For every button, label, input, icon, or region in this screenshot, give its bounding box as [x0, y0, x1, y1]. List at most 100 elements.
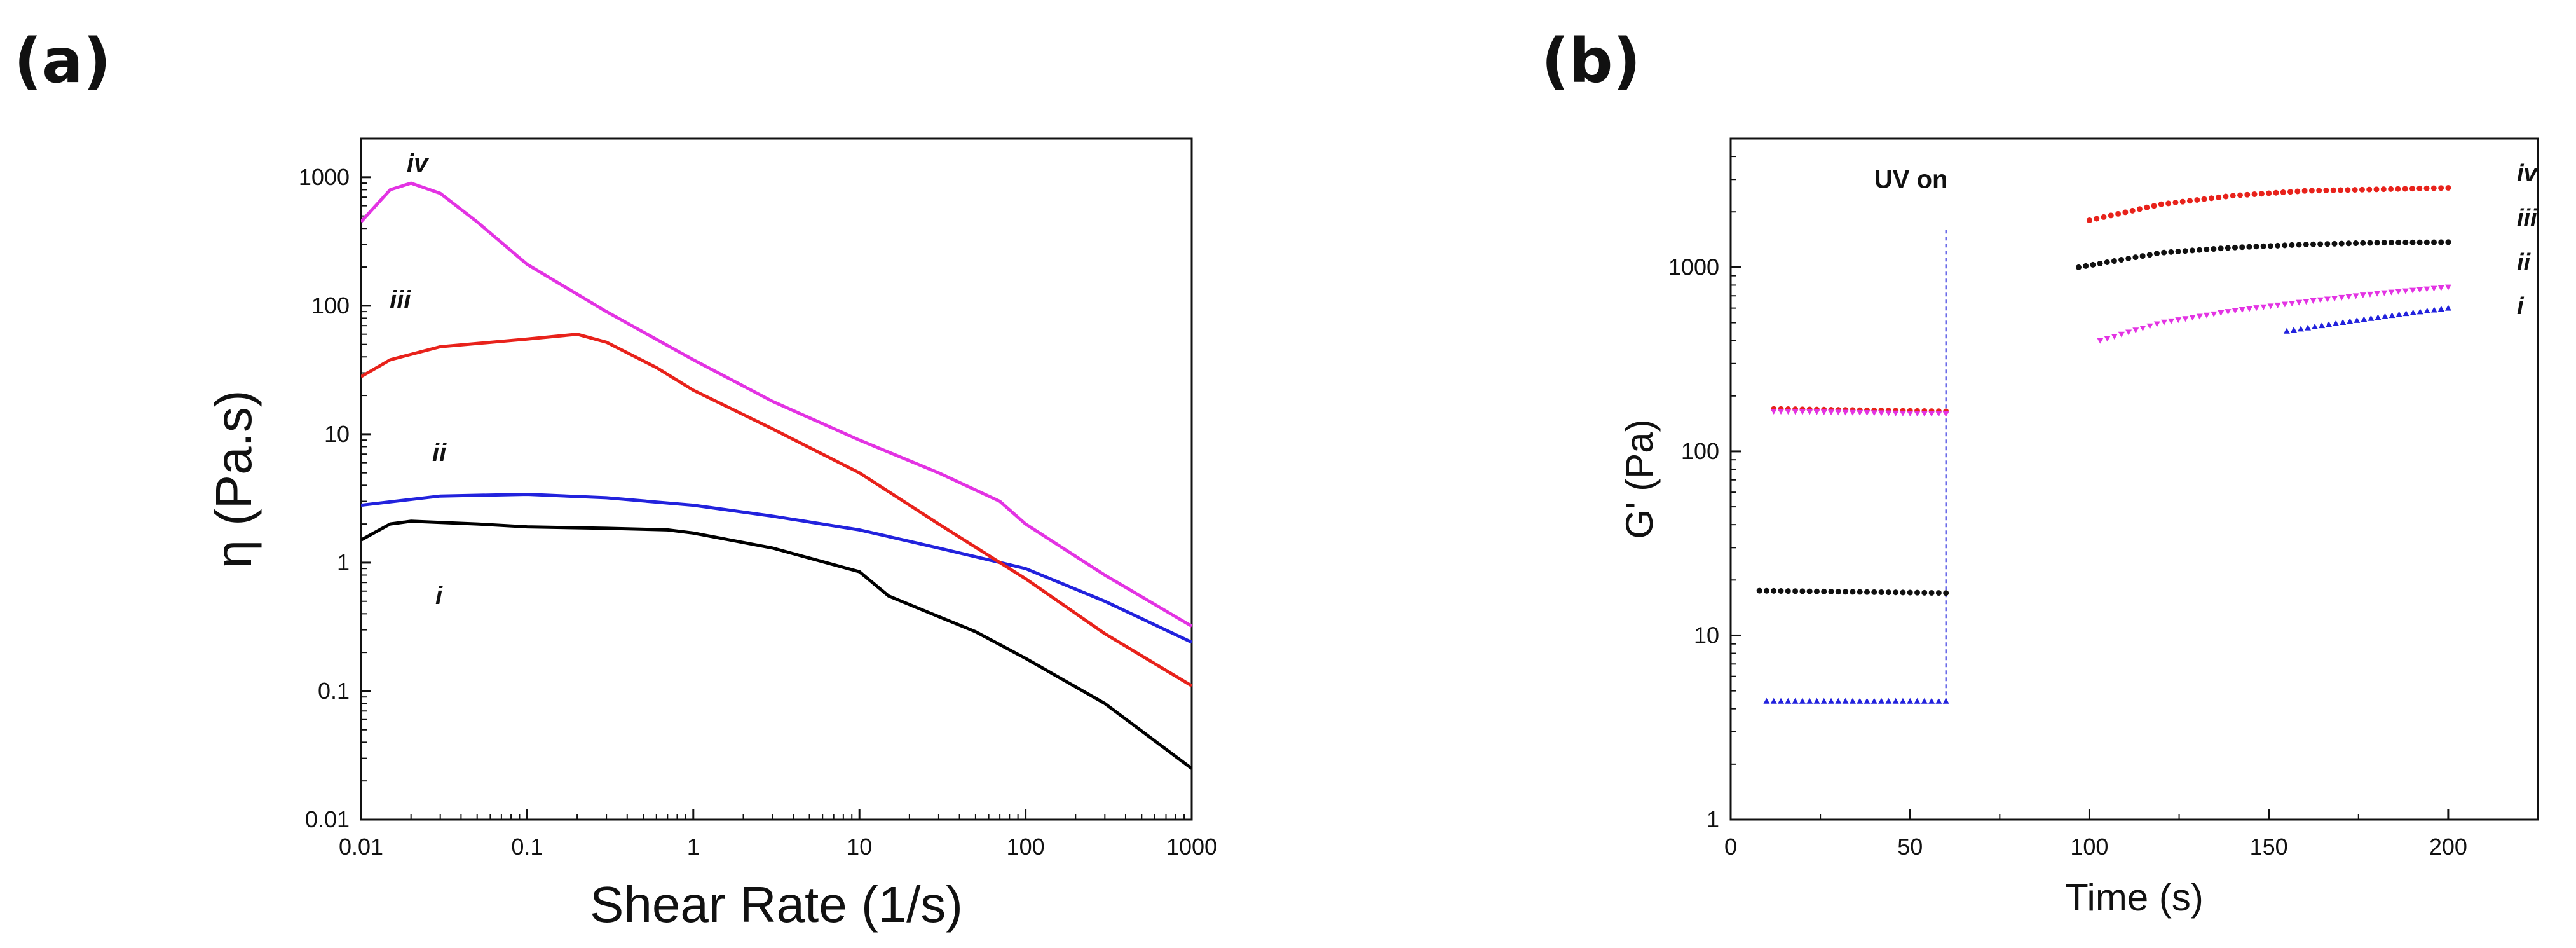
point-iii: [2303, 241, 2309, 247]
point-ii: [1799, 409, 1806, 415]
point-iii: [2218, 245, 2224, 252]
x-tick-label-a: 1000: [1166, 834, 1217, 860]
point-iv: [2108, 212, 2114, 219]
point-iii: [2239, 244, 2245, 251]
point-iii: [2197, 247, 2203, 253]
point-iii: [1850, 589, 1856, 595]
point-iv: [2136, 206, 2143, 212]
point-ii: [1907, 411, 1914, 417]
point-i: [2312, 323, 2319, 329]
point-iv: [2352, 187, 2358, 193]
point-iv: [2122, 209, 2129, 216]
plot-frame-b: [1729, 137, 2539, 821]
point-iv: [2230, 193, 2236, 199]
point-ii: [2274, 302, 2281, 308]
point-iii: [2310, 241, 2316, 247]
point-ii: [2160, 319, 2167, 326]
series-label-ii-b: ii: [2517, 249, 2532, 276]
point-iii: [2118, 257, 2125, 263]
point-i: [1806, 697, 1813, 704]
point-iii: [2097, 260, 2103, 266]
point-i: [1778, 697, 1785, 704]
point-i: [1871, 697, 1877, 704]
point-iv: [2395, 186, 2401, 192]
point-ii: [2168, 318, 2175, 324]
point-iv: [2194, 196, 2200, 203]
point-ii: [2444, 284, 2451, 291]
point-ii: [2139, 325, 2146, 331]
point-iii: [1763, 587, 1769, 594]
x-tick-label-a: 0.01: [339, 834, 383, 860]
point-ii: [2189, 315, 2196, 321]
point-i: [1878, 697, 1885, 704]
point-i: [1842, 697, 1849, 704]
point-i: [2382, 313, 2389, 319]
point-iii: [1857, 589, 1863, 595]
panel-label-b: (b): [1541, 25, 1641, 97]
y-tick-label-b: 10: [1694, 622, 1719, 648]
series-label-i-a: i: [435, 582, 443, 610]
point-iii: [2267, 243, 2273, 249]
point-ii: [1820, 409, 1827, 416]
point-ii: [2352, 293, 2359, 299]
y-tick-label-a: 100: [311, 292, 350, 319]
point-ii: [2381, 290, 2388, 296]
point-iii: [1943, 590, 1949, 596]
point-i: [1849, 697, 1856, 704]
point-iii: [1835, 589, 1841, 595]
point-i: [1835, 697, 1842, 704]
point-i: [1785, 697, 1792, 704]
point-iii: [2189, 247, 2195, 254]
point-iii: [2416, 239, 2423, 245]
y-tick-label-a: 0.1: [318, 678, 350, 704]
point-ii: [1928, 411, 1935, 417]
point-iv: [2086, 217, 2092, 223]
point-ii: [1835, 409, 1842, 416]
point-ii: [2153, 321, 2160, 327]
point-i: [1770, 697, 1777, 704]
point-i: [1899, 697, 1906, 704]
point-ii: [2331, 296, 2338, 302]
point-iii: [2175, 249, 2181, 255]
point-iii: [1893, 589, 1899, 596]
point-ii: [1942, 411, 1949, 417]
point-iv: [2287, 189, 2294, 195]
point-iii: [1900, 589, 1906, 596]
point-iii: [1821, 588, 1827, 594]
point-iv: [2129, 207, 2136, 214]
point-ii: [2416, 287, 2423, 293]
point-ii: [2324, 296, 2331, 303]
point-iv: [2380, 186, 2387, 193]
point-iii: [2345, 240, 2352, 247]
point-i: [1885, 697, 1892, 704]
point-iii: [2146, 252, 2153, 258]
point-i: [1799, 697, 1806, 704]
point-ii: [2409, 287, 2416, 294]
point-i: [2368, 315, 2375, 321]
point-i: [2326, 321, 2333, 327]
point-iv: [2294, 188, 2301, 195]
point-iv: [2244, 191, 2251, 198]
point-iii: [1771, 587, 1777, 594]
point-iv: [2273, 189, 2279, 196]
x-tick-label-a: 100: [1007, 834, 1045, 860]
point-iv: [2402, 186, 2408, 192]
y-tick-label-a: 0.01: [305, 806, 350, 832]
point-ii: [2097, 338, 2104, 344]
point-ii: [2374, 291, 2381, 297]
point-ii: [1778, 409, 1785, 415]
point-iii: [2076, 264, 2082, 270]
x-axis-label-a: Shear Rate (1/s): [590, 876, 963, 933]
x-axis-label-b: Time (s): [2065, 876, 2204, 919]
point-iii: [2289, 242, 2295, 248]
point-ii: [2232, 308, 2239, 314]
point-iv: [2330, 187, 2336, 193]
x-tick-label-b: 0: [1724, 834, 1737, 860]
point-ii: [1885, 410, 1892, 416]
point-ii: [1849, 409, 1856, 416]
point-ii: [2289, 301, 2296, 307]
point-iii: [1907, 589, 1913, 596]
point-iii: [2402, 239, 2409, 245]
point-iii: [1806, 588, 1813, 594]
